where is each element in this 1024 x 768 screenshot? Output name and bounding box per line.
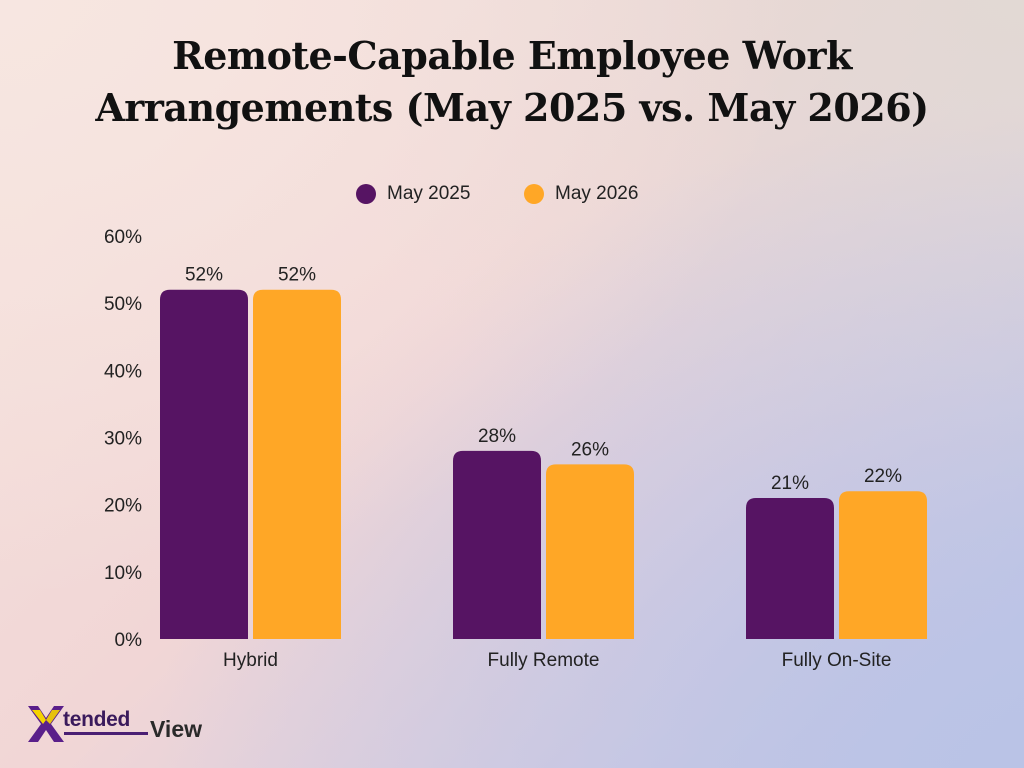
legend-label-may-2026: May 2026 bbox=[555, 183, 639, 204]
logo-text-tended: tended bbox=[63, 708, 131, 731]
y-tick-label: 20% bbox=[104, 496, 142, 517]
data-label: 22% bbox=[864, 466, 902, 487]
legend-item-may-2025: May 2025 bbox=[356, 180, 470, 208]
data-label: 28% bbox=[478, 426, 516, 447]
legend-swatch-may-2025 bbox=[356, 184, 376, 204]
data-label: 26% bbox=[571, 439, 609, 460]
y-tick-label: 40% bbox=[104, 361, 142, 382]
legend-item-may-2026: May 2026 bbox=[524, 180, 638, 208]
y-axis: 0% 10% 20% 30% 40% 50% 60% bbox=[104, 227, 142, 651]
chart-title-line-2: Arrangements (May 2025 vs. May 2026) bbox=[95, 85, 929, 130]
legend-swatch-may-2026 bbox=[524, 184, 544, 204]
logo-underline bbox=[64, 732, 148, 735]
bars: 52% 52% 28% 26% 21% 22% bbox=[160, 265, 927, 639]
x-axis: Hybrid Fully Remote Fully On-Site bbox=[223, 650, 891, 671]
x-tick-label: Fully On-Site bbox=[782, 650, 892, 671]
x-tick-label: Fully Remote bbox=[488, 650, 600, 671]
bar-fully-remote-may-2026 bbox=[546, 464, 634, 639]
x-tick-label: Hybrid bbox=[223, 650, 278, 671]
chart-title: Remote-Capable Employee Work Arrangement… bbox=[0, 30, 1024, 134]
chart-title-line-1: Remote-Capable Employee Work bbox=[172, 33, 852, 78]
bar-fully-on-site-may-2026 bbox=[839, 491, 927, 639]
data-label: 52% bbox=[185, 265, 223, 286]
bar-hybrid-may-2026 bbox=[253, 289, 341, 639]
data-label: 52% bbox=[278, 265, 316, 286]
bar-chart: 0%10%20%30%40%50%60% 52% 52%28%26%21% 22% … bbox=[104, 227, 927, 671]
y-tick-label: 60% bbox=[104, 227, 142, 248]
y-tick-label: 30% bbox=[104, 429, 142, 450]
logo-text-view: View bbox=[150, 716, 202, 742]
legend: May 2025 May 2026 bbox=[0, 180, 1024, 208]
legend-label-may-2025: May 2025 bbox=[387, 183, 471, 204]
y-tick-label: 0% bbox=[115, 630, 143, 651]
bar-hybrid-may-2025 bbox=[160, 289, 248, 639]
bar-fully-remote-may-2025 bbox=[453, 450, 541, 639]
brand-logo: tended View bbox=[26, 700, 226, 748]
y-tick-label: 50% bbox=[104, 294, 142, 315]
logo-x-icon bbox=[28, 706, 64, 742]
bar-fully-on-site-may-2025 bbox=[746, 497, 834, 639]
y-tick-label: 10% bbox=[104, 563, 142, 584]
data-label: 21% bbox=[771, 473, 809, 494]
